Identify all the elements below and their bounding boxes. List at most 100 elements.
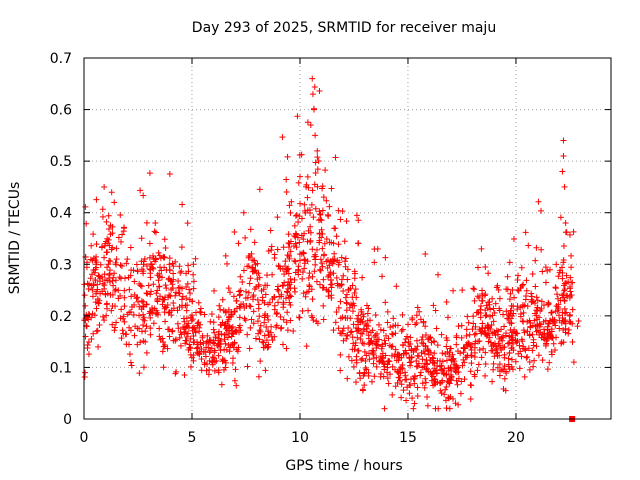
- data-point: [363, 325, 370, 332]
- data-point: [286, 253, 293, 260]
- data-point: [236, 291, 243, 298]
- data-point: [365, 350, 372, 357]
- data-point: [354, 347, 361, 354]
- data-point: [136, 312, 143, 319]
- data-point: [371, 333, 378, 340]
- data-point: [105, 212, 112, 219]
- data-point: [159, 301, 166, 308]
- data-point: [281, 279, 288, 286]
- data-point: [381, 405, 388, 412]
- data-point: [447, 345, 454, 352]
- data-point: [413, 319, 420, 326]
- data-point: [422, 375, 429, 382]
- data-point: [255, 283, 262, 290]
- data-point: [147, 314, 154, 321]
- data-point: [168, 312, 175, 319]
- data-point: [219, 356, 226, 363]
- data-point: [190, 278, 197, 285]
- data-point: [399, 361, 406, 368]
- data-point: [476, 338, 483, 345]
- data-point: [539, 357, 546, 364]
- data-point: [292, 233, 299, 240]
- data-point: [420, 318, 427, 325]
- data-point: [434, 342, 441, 349]
- data-point: [460, 356, 467, 363]
- data-point: [504, 286, 511, 293]
- data-point: [352, 339, 359, 346]
- data-point: [314, 183, 321, 190]
- data-point: [247, 324, 254, 331]
- data-point: [201, 311, 208, 318]
- data-point: [349, 308, 356, 315]
- data-point: [482, 372, 489, 379]
- data-point: [424, 360, 431, 367]
- data-point: [301, 201, 308, 208]
- data-point: [208, 311, 215, 318]
- data-point: [305, 307, 312, 314]
- data-point: [510, 236, 517, 243]
- data-point: [122, 275, 129, 282]
- data-point: [385, 358, 392, 365]
- data-point: [392, 346, 399, 353]
- data-point: [170, 270, 177, 277]
- data-point: [394, 368, 401, 375]
- data-point: [511, 326, 518, 333]
- data-point: [567, 319, 574, 326]
- data-point: [479, 287, 486, 294]
- data-point: [148, 288, 155, 295]
- data-point: [344, 331, 351, 338]
- data-point: [414, 393, 421, 400]
- data-point: [156, 283, 163, 290]
- data-point: [357, 375, 364, 382]
- data-point: [311, 268, 318, 275]
- data-point: [362, 358, 369, 365]
- data-point: [106, 270, 113, 277]
- data-point: [443, 371, 450, 378]
- data-point: [300, 290, 307, 297]
- data-point: [251, 285, 258, 292]
- data-point: [443, 343, 450, 350]
- data-point: [563, 292, 570, 299]
- data-point: [165, 294, 172, 301]
- data-point: [418, 336, 425, 343]
- data-point: [112, 286, 119, 293]
- data-point: [113, 245, 120, 252]
- data-point: [147, 274, 154, 281]
- data-point: [374, 330, 381, 337]
- data-point: [541, 326, 548, 333]
- data-point: [275, 262, 282, 269]
- data-point: [455, 401, 462, 408]
- data-point: [185, 330, 192, 337]
- data-point: [183, 333, 190, 340]
- data-point: [406, 359, 413, 366]
- data-point: [349, 294, 356, 301]
- data-point: [546, 330, 553, 337]
- data-point: [211, 367, 218, 374]
- data-point: [399, 326, 406, 333]
- data-point: [256, 327, 263, 334]
- data-point-peak: [314, 147, 321, 154]
- data-point: [143, 301, 150, 308]
- data-point: [561, 305, 568, 312]
- data-point: [520, 343, 527, 350]
- data-point: [130, 311, 137, 318]
- data-point: [229, 341, 236, 348]
- data-point: [178, 244, 185, 251]
- data-point: [476, 347, 483, 354]
- data-point: [534, 321, 541, 328]
- data-point: [309, 246, 316, 253]
- data-point: [126, 351, 133, 358]
- y-tick-label: 0: [63, 412, 72, 428]
- data-point: [166, 261, 173, 268]
- data-point: [453, 341, 460, 348]
- data-point: [295, 219, 302, 226]
- data-point: [535, 352, 542, 359]
- data-point: [524, 353, 531, 360]
- data-point: [220, 357, 227, 364]
- data-point: [463, 326, 470, 333]
- data-point: [482, 307, 489, 314]
- data-point: [106, 225, 113, 232]
- data-point: [124, 256, 131, 263]
- data-point: [101, 285, 108, 292]
- data-point: [105, 275, 112, 282]
